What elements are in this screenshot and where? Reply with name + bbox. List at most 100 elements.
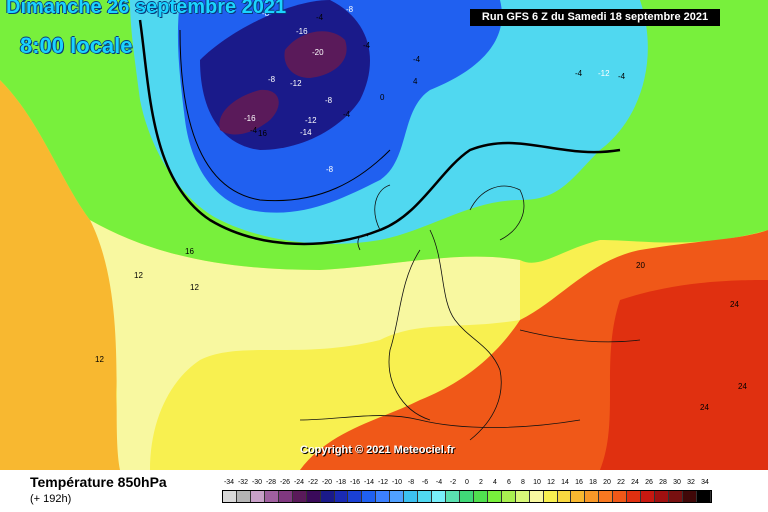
scale-label: -24	[293, 479, 305, 486]
scale-swatch	[264, 491, 279, 502]
scale-swatch	[418, 491, 433, 502]
scale-label: -22	[307, 479, 319, 486]
forecast-date-title: Dimanche 26 septembre 2021	[6, 0, 287, 18]
isotherm-value-label: -12	[290, 79, 302, 88]
zero-degree-isotherm	[138, 19, 621, 246]
isotherm-value-label: 4	[413, 77, 418, 86]
scale-swatch	[334, 491, 349, 502]
scale-label: -14	[363, 479, 375, 486]
scale-label: -10	[391, 479, 403, 486]
scale-swatch	[376, 491, 391, 502]
color-scale-bar	[222, 490, 712, 503]
forecast-hours: (+ 192h)	[30, 493, 72, 505]
scale-swatch	[459, 491, 474, 502]
scale-swatch	[362, 491, 377, 502]
scale-swatch	[306, 491, 321, 502]
isotherm-value-label: -20	[312, 48, 324, 57]
isotherm-value-label: -4	[575, 69, 583, 78]
scale-label: 2	[479, 479, 483, 486]
scale-swatch	[585, 491, 600, 502]
isotherm-value-label: -8	[268, 75, 276, 84]
scale-swatch	[501, 491, 516, 502]
scale-swatch	[627, 491, 642, 502]
scale-swatch	[571, 491, 586, 502]
scale-swatch	[515, 491, 530, 502]
scale-label: -16	[349, 479, 361, 486]
isotherm-value-label: -16	[244, 114, 256, 123]
isotherm-value-label: -8	[262, 9, 270, 18]
scale-label: 22	[617, 479, 625, 486]
isotherm-value-label: 12	[134, 271, 143, 280]
cold-core-greenland-sea	[284, 31, 347, 78]
scale-swatch	[292, 491, 307, 502]
isotherm-value-label: -12	[598, 69, 610, 78]
scale-label: 4	[493, 479, 497, 486]
isotherm-value-label: -8	[346, 5, 354, 14]
coastlines	[299, 184, 641, 441]
scale-label: -30	[251, 479, 263, 486]
scale-swatch	[348, 491, 363, 502]
scale-swatch	[487, 491, 502, 502]
isotherm-value-label: -8	[326, 165, 334, 174]
isotherm-value-label: 24	[700, 403, 709, 412]
scale-label: -28	[265, 479, 277, 486]
scale-swatch	[543, 491, 558, 502]
scale-label: 24	[631, 479, 639, 486]
scale-label: -26	[279, 479, 291, 486]
warm-zone-southwest	[0, 80, 150, 470]
copyright-text: Copyright © 2021 Meteociel.fr	[300, 444, 455, 456]
legend-footer: Température 850hPa (+ 192h) -34 -32 -30 -28…	[0, 470, 768, 512]
isotherm-value-label: -4	[250, 126, 258, 135]
isotherm-value-label: -12	[305, 116, 317, 125]
isotherm-value-label: 24	[730, 300, 739, 309]
scale-label: 14	[561, 479, 569, 486]
scale-swatch	[236, 491, 251, 502]
scale-label: -8	[407, 479, 415, 486]
minus-four-isotherm	[179, 29, 391, 202]
scale-swatch	[655, 491, 669, 502]
scale-label: 32	[687, 479, 695, 486]
isotherm-value-label: 16	[258, 129, 267, 138]
scale-swatch	[669, 491, 683, 502]
isotherm-value-label: 24	[738, 382, 747, 391]
scale-swatch	[473, 491, 488, 502]
isotherm-value-label: -16	[296, 27, 308, 36]
scale-label: -6	[421, 479, 429, 486]
scale-label: 18	[589, 479, 597, 486]
scale-label: 10	[533, 479, 541, 486]
scale-swatch	[529, 491, 544, 502]
scale-label: 16	[575, 479, 583, 486]
scale-label: 30	[673, 479, 681, 486]
scale-swatch	[557, 491, 572, 502]
very-hot-zone	[600, 280, 768, 470]
isotherm-value-label: -4	[618, 72, 626, 81]
scale-label: -32	[237, 479, 249, 486]
isotherm-value-label: 0	[380, 93, 385, 102]
scale-swatch	[682, 491, 697, 502]
scale-swatch	[223, 491, 237, 502]
scale-label: 34	[701, 479, 709, 486]
scale-label: 0	[465, 479, 469, 486]
isotherm-value-label: -4	[413, 55, 421, 64]
scale-swatch	[278, 491, 293, 502]
scale-swatch	[432, 491, 446, 502]
cold-core-iceland	[219, 89, 279, 135]
isotherm-value-label: 20	[636, 261, 645, 270]
scale-label: -34	[223, 479, 235, 486]
scale-label: 6	[507, 479, 511, 486]
isotherm-value-label: -4	[363, 41, 371, 50]
scale-swatch	[390, 491, 405, 502]
scale-swatch	[404, 491, 419, 502]
scale-swatch	[613, 491, 628, 502]
scale-swatch	[641, 491, 656, 502]
variable-title: Température 850hPa	[30, 474, 167, 490]
scale-label: 12	[547, 479, 555, 486]
isotherm-value-label: 12	[190, 283, 199, 292]
isotherm-value-label: -14	[300, 128, 312, 137]
scale-label: -4	[435, 479, 443, 486]
scale-label: 28	[659, 479, 667, 486]
isotherm-value-label: 12	[95, 355, 104, 364]
scale-swatch	[446, 491, 460, 502]
isotherm-labels: -8 -16 -20 -4 -8 -12 -16 -4 -4 -4 -4 -12 -4 -12 -14 -8 -…	[95, 5, 747, 412]
temperature-map: -8 -16 -20 -4 -8 -12 -16 -4 -4 -4 -4 -12 -4 -12 -14 -8 -…	[0, 0, 768, 470]
